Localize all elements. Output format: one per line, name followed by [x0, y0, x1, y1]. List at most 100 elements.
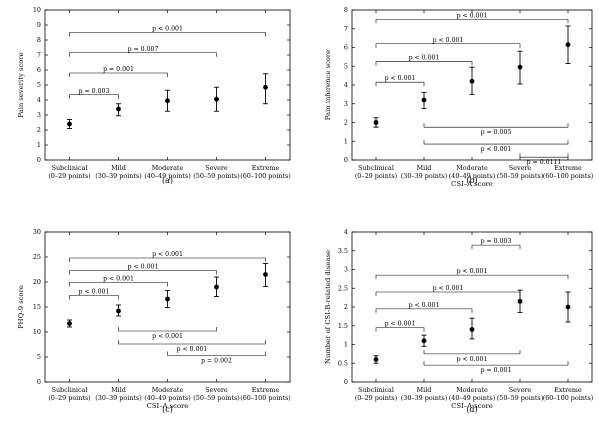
x-category-range: (40–49 points): [144, 394, 190, 402]
data-point: [263, 84, 268, 90]
y-tick-label: 3: [37, 111, 41, 119]
y-axis-label: PHQ-9 score: [17, 285, 25, 329]
x-category-label: Mild: [111, 164, 126, 172]
y-tick-label: 1: [344, 137, 348, 145]
significance-bracket: [118, 327, 217, 332]
y-tick-label: 2.5: [338, 284, 348, 292]
p-value-label: p < 0.001: [385, 75, 416, 82]
y-tick-label: 1: [344, 341, 348, 349]
significance-bracket: [519, 153, 569, 158]
data-point: [373, 120, 379, 125]
p-value-label: p < 0.001: [152, 26, 183, 33]
p-value-label: p < 0.001: [457, 12, 488, 19]
data-point: [421, 338, 427, 344]
data-point: [565, 304, 571, 310]
p-value-label: p < 0.001: [433, 37, 464, 44]
y-axis-label: Number of CSI-B-related disease: [324, 250, 332, 364]
p-value-label: p = 0.001: [481, 367, 512, 374]
significance-bracket: [69, 32, 266, 37]
y-axis-label: Pain severity score: [17, 52, 25, 117]
panel-label: (b): [466, 176, 477, 185]
y-tick-label: 7: [37, 51, 41, 59]
p-value-label: p < 0.001: [152, 333, 183, 340]
data-point: [421, 97, 427, 103]
data-point: [214, 96, 219, 102]
y-tick-label: 6: [37, 66, 41, 74]
significance-bracket: [69, 270, 217, 275]
x-category-label: Moderate: [152, 386, 184, 394]
x-category-label: Mild: [417, 164, 432, 172]
data-point: [165, 296, 170, 302]
significance-bracket: [471, 244, 521, 250]
x-category-range: (30–39 points): [95, 172, 141, 180]
x-category-label: Mild: [111, 386, 126, 394]
y-tick-label: 8: [344, 6, 348, 14]
p-value-label: p = 0.007: [128, 46, 159, 53]
data-point: [565, 42, 571, 48]
x-category-range: (50–59 points): [497, 394, 543, 402]
x-category-label: Severe: [205, 386, 228, 394]
data-point: [67, 121, 72, 127]
x-category-range: (50–59 points): [497, 172, 543, 180]
significance-bracket: [423, 140, 569, 145]
y-tick-label: 0: [37, 156, 41, 164]
x-category-range: (30–39 points): [401, 394, 447, 402]
y-tick-label: 15: [33, 303, 41, 311]
significance-bracket: [69, 257, 266, 262]
y-tick-label: 5: [37, 81, 41, 89]
panel-label: (c): [162, 405, 173, 414]
y-tick-label: 4: [344, 228, 348, 236]
y-tick-label: 25: [33, 253, 41, 261]
p-value-label: p < 0.001: [152, 251, 183, 258]
p-value-label: p < 0.001: [433, 285, 464, 292]
p-value-label: p < 0.001: [79, 289, 110, 296]
x-category-label: Subclinical: [358, 386, 394, 394]
panel-label: (a): [162, 176, 173, 185]
p-value-label: p < 0.001: [457, 268, 488, 275]
x-category-range: (0–29 points): [48, 394, 90, 402]
significance-bracket: [69, 52, 217, 57]
x-category-range: (40–49 points): [144, 172, 190, 180]
p-value-label: p < 0.001: [128, 264, 159, 271]
y-tick-label: 4: [344, 81, 348, 89]
chart-panel-3: 0 5 10 15 20 25 30 Subclinical(0–29 points) Mild…: [17, 228, 291, 414]
data-point: [469, 327, 475, 332]
x-category-label: Severe: [205, 164, 228, 172]
data-point: [116, 308, 121, 314]
x-category-range: (60–100 points): [543, 394, 594, 402]
x-category-label: Moderate: [456, 386, 488, 394]
significance-bracket: [375, 308, 473, 313]
data-point: [517, 64, 523, 70]
p-value-label: p < 0.001: [409, 302, 440, 309]
y-tick-label: 20: [33, 278, 41, 286]
data-point: [517, 298, 523, 304]
x-axis-label: CSI–A score: [451, 180, 493, 188]
y-tick-label: 5: [37, 353, 41, 361]
y-tick-label: 3.5: [338, 247, 348, 255]
y-tick-label: 30: [33, 228, 41, 236]
x-category-label: Subclinical: [52, 386, 88, 394]
y-axis-label: Pain inference score: [324, 50, 332, 120]
significance-bracket: [375, 61, 473, 66]
y-tick-label: 5: [344, 62, 348, 70]
p-value-label: p < 0.001: [385, 321, 416, 328]
y-tick-label: 2: [37, 126, 41, 134]
y-tick-label: 10: [33, 328, 41, 336]
x-category-label: Extreme: [252, 386, 280, 394]
x-category-range: (40–49 points): [449, 394, 495, 402]
y-tick-label: 10: [33, 6, 41, 14]
x-category-label: Mild: [417, 386, 432, 394]
y-tick-label: 2: [344, 303, 348, 311]
significance-bracket: [375, 81, 425, 87]
significance-bracket: [69, 94, 119, 99]
x-category-label: Extreme: [554, 386, 582, 394]
y-tick-label: 1: [37, 141, 41, 149]
x-category-range: (50–59 points): [193, 172, 239, 180]
y-tick-label: 3: [344, 266, 348, 274]
x-category-range: (60–100 points): [240, 394, 291, 402]
significance-bracket: [375, 19, 569, 24]
p-value-label: p < 0.001: [177, 346, 208, 353]
panel-label: (d): [466, 405, 477, 414]
significance-bracket: [69, 72, 168, 77]
